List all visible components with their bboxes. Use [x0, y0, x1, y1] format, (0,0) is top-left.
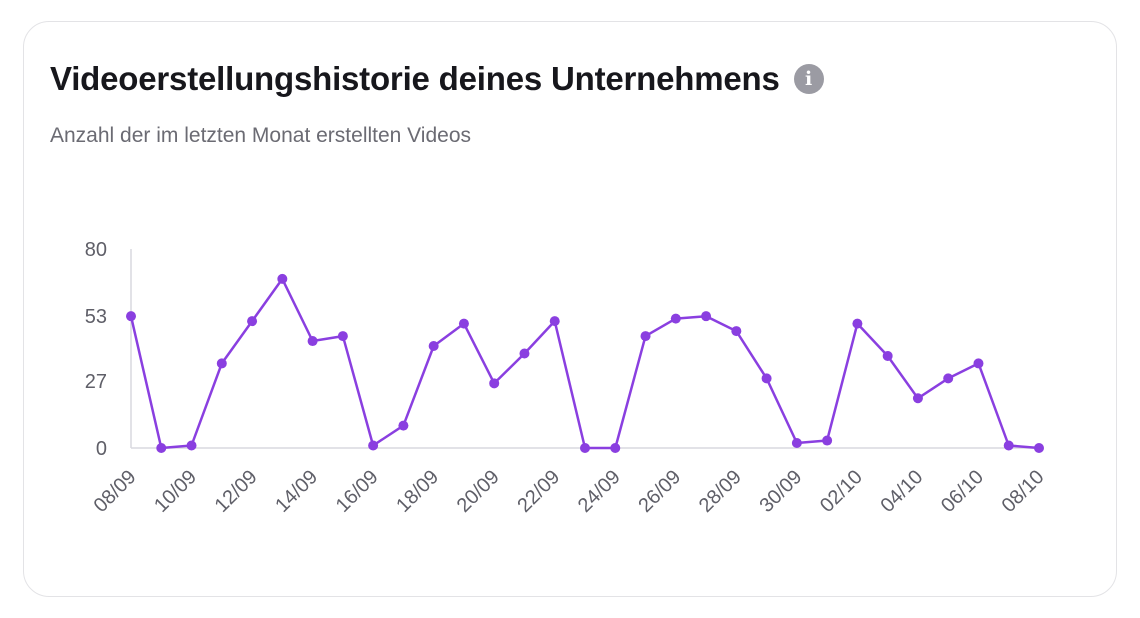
data-point[interactable] [549, 316, 560, 327]
data-point[interactable] [519, 348, 530, 359]
y-tick-label: 80 [85, 239, 107, 261]
chart-title: Videoerstellungshistorie deines Unterneh… [50, 60, 780, 97]
x-tick-label: 22/09 [513, 466, 564, 517]
y-tick-label: 0 [96, 438, 107, 460]
data-point[interactable] [186, 440, 197, 451]
y-axis-ticks: 0 27 53 80 [85, 239, 107, 460]
y-tick-label: 53 [85, 306, 107, 328]
series-line-videos [129, 277, 1040, 450]
chart-subtitle: Anzahl der im letzten Monat erstellten V… [50, 124, 472, 147]
data-point[interactable] [943, 373, 954, 384]
data-point[interactable] [277, 273, 288, 284]
x-axis-ticks: 08/09 10/09 12/09 14/09 16/09 18/09 20/09 22/09… [90, 466, 1049, 517]
data-point[interactable] [247, 316, 258, 327]
x-tick-label: 28/09 [695, 466, 746, 517]
data-point[interactable] [307, 336, 318, 347]
x-tick-label: 10/09 [150, 466, 201, 517]
data-point[interactable] [1003, 440, 1014, 451]
x-tick-label: 06/10 [937, 466, 988, 517]
x-tick-label: 24/09 [574, 466, 625, 517]
data-point[interactable] [428, 341, 439, 352]
x-tick-label: 04/10 [877, 466, 928, 517]
info-icon[interactable]: i [793, 64, 824, 94]
x-tick-label: 14/09 [271, 466, 322, 517]
y-tick-label: 27 [85, 371, 107, 393]
data-point[interactable] [156, 443, 167, 453]
data-point[interactable] [398, 420, 409, 431]
data-point[interactable] [580, 443, 590, 453]
title-row: Videoerstellungshistorie deines Unterneh… [50, 60, 824, 98]
data-point[interactable] [610, 443, 621, 453]
x-tick-label: 18/09 [392, 466, 443, 517]
x-tick-label: 16/09 [332, 466, 383, 517]
x-tick-label: 02/10 [816, 466, 867, 517]
data-point[interactable] [670, 313, 681, 324]
data-point[interactable] [368, 440, 379, 451]
x-tick-label: 20/09 [453, 466, 504, 517]
data-point[interactable] [852, 318, 863, 329]
x-tick-label: 08/10 [998, 466, 1049, 517]
data-point[interactable] [458, 318, 469, 329]
chart-card [23, 21, 1117, 597]
data-point[interactable] [701, 311, 712, 322]
data-point[interactable] [912, 393, 923, 404]
x-tick-label: 26/09 [634, 466, 685, 517]
data-point[interactable] [640, 331, 651, 342]
data-point[interactable] [337, 331, 348, 342]
data-point[interactable] [882, 350, 893, 361]
data-point[interactable] [126, 311, 136, 322]
data-point[interactable] [731, 326, 742, 337]
x-tick-label: 12/09 [211, 466, 262, 517]
data-point[interactable] [1034, 443, 1044, 453]
x-tick-label: 30/09 [755, 466, 806, 517]
data-point[interactable] [761, 373, 772, 384]
x-tick-label: 08/09 [90, 466, 141, 517]
data-point[interactable] [216, 358, 227, 369]
series-points [126, 273, 1044, 453]
data-point[interactable] [973, 358, 984, 369]
data-point[interactable] [489, 378, 500, 389]
data-point[interactable] [791, 438, 802, 449]
data-point[interactable] [822, 435, 833, 446]
